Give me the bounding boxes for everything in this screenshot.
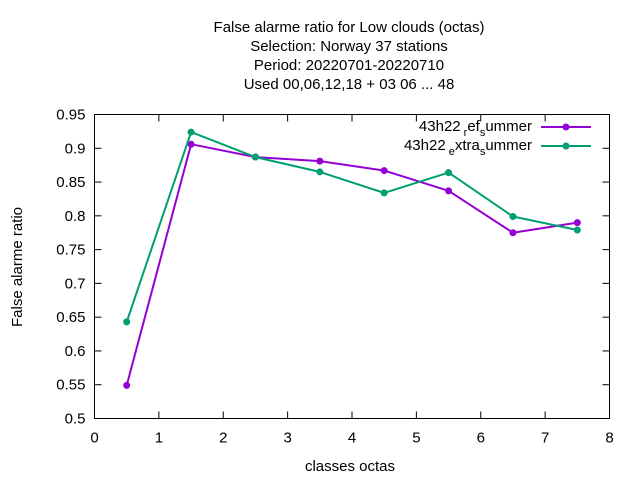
y-tick-label: 0.55: [56, 377, 85, 394]
title-line-3: Period: 20220701-20220710: [254, 57, 444, 74]
series-2-point: [445, 169, 453, 177]
series-1-point: [573, 219, 581, 227]
y-axis-label: False alarme ratio: [9, 207, 26, 327]
y-tick-label: 0.9: [65, 140, 86, 157]
legend-entry-1: 43h22 refsummer: [419, 118, 591, 139]
y-tick-label: 0.7: [65, 275, 86, 292]
series-1-point: [316, 157, 324, 165]
series-1-point: [509, 229, 517, 237]
title-line-4: Used 00,06,12,18 + 03 06 ... 48: [244, 76, 455, 93]
series-2-point: [187, 128, 195, 136]
x-tick-label: 1: [155, 430, 163, 447]
legend-marker-1: [562, 123, 570, 131]
series-2-point: [123, 318, 131, 326]
x-tick-label: 8: [605, 430, 613, 447]
series-2-point: [380, 189, 388, 197]
series-2-point: [509, 213, 517, 221]
plot-frame: [94, 114, 610, 419]
x-tick-label: 0: [90, 430, 98, 447]
title-line-2: Selection: Norway 37 stations: [250, 38, 448, 55]
y-tick-label: 0.6: [65, 343, 86, 360]
series-1-point: [123, 381, 131, 389]
y-tick-label: 0.85: [56, 174, 85, 191]
tick-marks: [94, 114, 610, 419]
x-tick-label: 3: [283, 430, 291, 447]
series-1-point: [380, 167, 388, 175]
legend-label-1-part-3: ef: [467, 118, 480, 135]
x-tick-label: 4: [348, 430, 356, 447]
y-tick-label: 0.75: [56, 242, 85, 259]
x-tick-label: 5: [412, 430, 420, 447]
tick-labels: 0.5 0.55 0.6 0.65 0.7 0.75 0.8 0.85 0.9 0.95 0 1 2 3 4…: [56, 107, 613, 447]
legend-label-1-part-2: r: [464, 127, 468, 139]
legend-label-2-part-1: 43h22: [404, 137, 446, 154]
y-tick-label: 0.8: [65, 208, 86, 225]
series-2-line: [125, 131, 578, 323]
legend-entry-2: 43h22 extrasummer: [404, 137, 591, 158]
title-line-1: False alarme ratio for Low clouds (octas…: [214, 19, 485, 36]
y-tick-label: 0.95: [56, 107, 85, 124]
legend-label-2-part-4: s: [480, 146, 486, 158]
legend-label-2: 43h22 extrasummer: [404, 137, 532, 158]
y-tick-label: 0.65: [56, 309, 85, 326]
legend: 43h22 refsummer 43h22 extrasummer: [404, 118, 591, 158]
legend-marker-2: [562, 142, 570, 150]
series-2-point: [251, 153, 259, 161]
legend-label-1-part-1: 43h22: [419, 118, 461, 135]
series-2-point: [316, 168, 324, 176]
series-1-point: [187, 140, 195, 148]
legend-label-1-part-4: s: [480, 127, 486, 139]
legend-label-1-part-5: ummer: [485, 118, 532, 135]
y-tick-label: 0.5: [65, 411, 86, 428]
series: [123, 128, 581, 389]
x-tick-label: 6: [477, 430, 485, 447]
legend-label-2-part-3: xtra: [455, 137, 481, 154]
x-axis-label: classes octas: [305, 458, 395, 475]
x-tick-label: 7: [541, 430, 549, 447]
chart-title: False alarme ratio for Low clouds (octas…: [214, 19, 485, 93]
series-1-point: [445, 187, 453, 195]
series-1-line: [125, 143, 578, 386]
series-2-point: [573, 226, 581, 234]
x-tick-label: 2: [219, 430, 227, 447]
legend-label-2-part-2: e: [449, 146, 455, 158]
legend-label-1: 43h22 refsummer: [419, 118, 532, 139]
legend-label-2-part-5: ummer: [485, 137, 532, 154]
